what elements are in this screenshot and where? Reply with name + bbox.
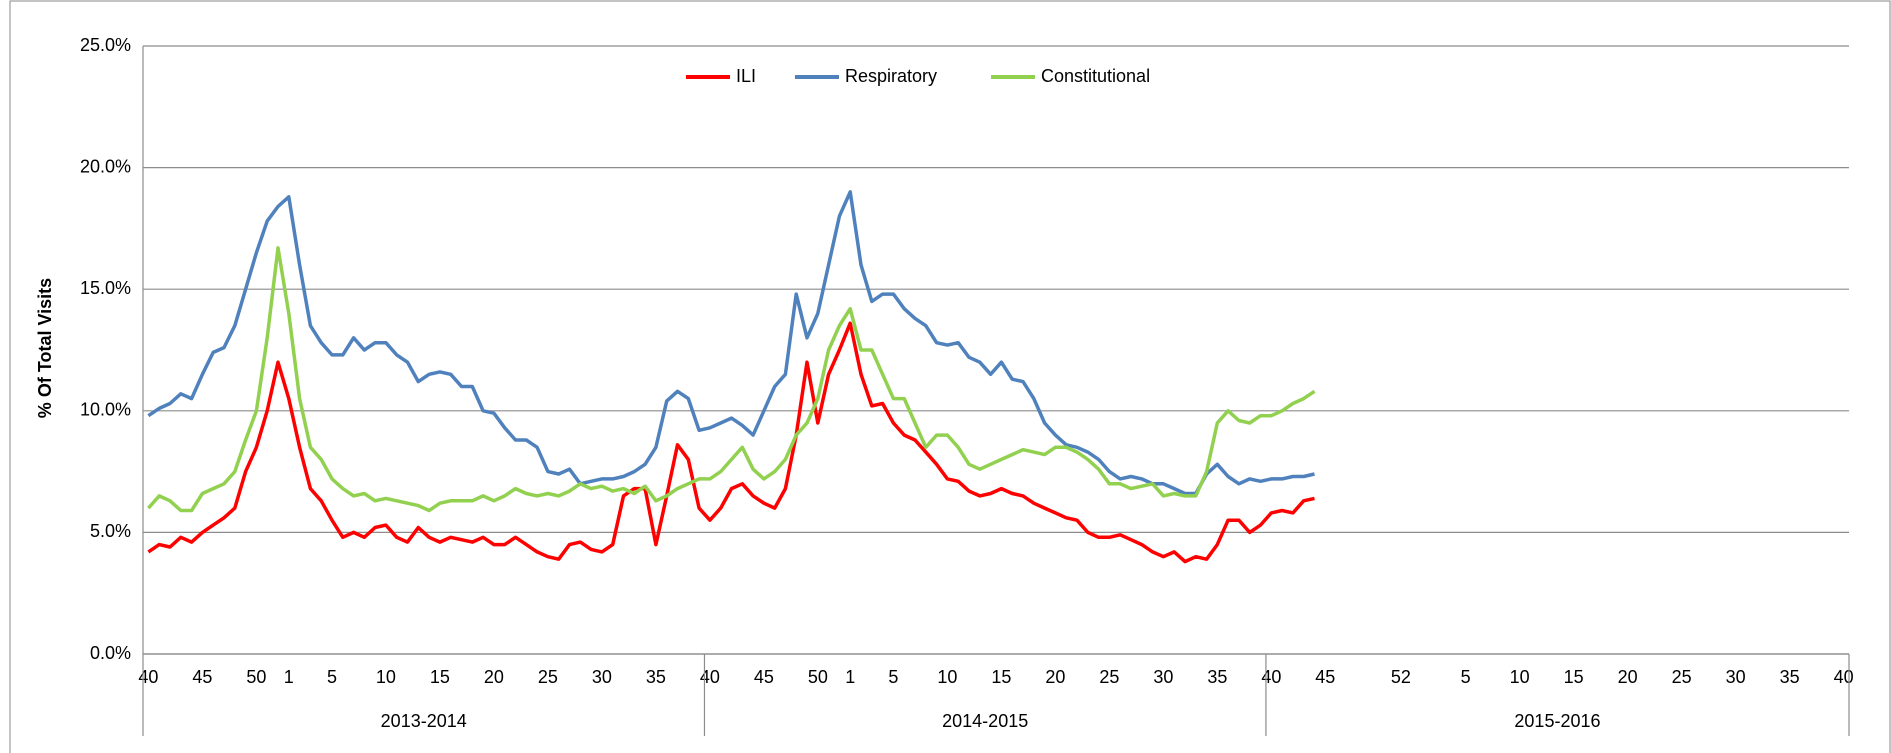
y-axis-label: % Of Total Visits xyxy=(35,278,55,418)
x-tick-label: 40 xyxy=(700,667,720,687)
x-tick-label: 35 xyxy=(1207,667,1227,687)
group-label: 2015-2016 xyxy=(1514,711,1600,731)
x-tick-label: 50 xyxy=(246,667,266,687)
x-tick-label: 40 xyxy=(1261,667,1281,687)
y-tick-label: 15.0% xyxy=(80,278,131,298)
x-tick-label: 10 xyxy=(1510,667,1530,687)
x-tick-label: 5 xyxy=(327,667,337,687)
x-tick-label: 20 xyxy=(484,667,504,687)
x-tick-label: 30 xyxy=(1726,667,1746,687)
y-tick-label: 5.0% xyxy=(90,521,131,541)
group-label: 2014-2015 xyxy=(942,711,1028,731)
x-tick-label: 15 xyxy=(430,667,450,687)
x-tick-label: 35 xyxy=(646,667,666,687)
x-tick-label: 10 xyxy=(376,667,396,687)
x-tick-label: 45 xyxy=(1315,667,1335,687)
x-tick-label: 25 xyxy=(1672,667,1692,687)
x-tick-label: 45 xyxy=(192,667,212,687)
x-tick-label: 30 xyxy=(1153,667,1173,687)
x-tick-label: 40 xyxy=(1834,667,1854,687)
x-tick-label: 45 xyxy=(754,667,774,687)
x-tick-label: 5 xyxy=(1461,667,1471,687)
x-tick-label: 35 xyxy=(1780,667,1800,687)
y-tick-label: 25.0% xyxy=(80,35,131,55)
x-tick-label: 25 xyxy=(1099,667,1119,687)
x-tick-label: 1 xyxy=(284,667,294,687)
x-tick-label: 10 xyxy=(937,667,957,687)
series-line xyxy=(147,246,1316,513)
x-tick-label: 30 xyxy=(592,667,612,687)
x-tick-label: 52 xyxy=(1391,667,1411,687)
x-tick-label: 1 xyxy=(845,667,855,687)
x-tick-label: 15 xyxy=(991,667,1011,687)
chart-border xyxy=(9,0,1891,753)
x-tick-label: 20 xyxy=(1618,667,1638,687)
x-tick-label: 40 xyxy=(138,667,158,687)
legend-label: Respiratory xyxy=(845,66,937,86)
x-tick-label: 20 xyxy=(1045,667,1065,687)
y-tick-label: 20.0% xyxy=(80,156,131,176)
legend-label: Constitutional xyxy=(1041,66,1150,86)
x-tick-label: 50 xyxy=(808,667,828,687)
y-tick-label: 10.0% xyxy=(80,400,131,420)
group-label: 2013-2014 xyxy=(381,711,467,731)
x-tick-label: 5 xyxy=(888,667,898,687)
series-line xyxy=(147,321,1315,564)
y-tick-label: 0.0% xyxy=(90,643,131,663)
series-line xyxy=(147,190,1315,496)
x-tick-label: 15 xyxy=(1564,667,1584,687)
x-tick-label: 25 xyxy=(538,667,558,687)
legend-label: ILI xyxy=(736,66,756,86)
